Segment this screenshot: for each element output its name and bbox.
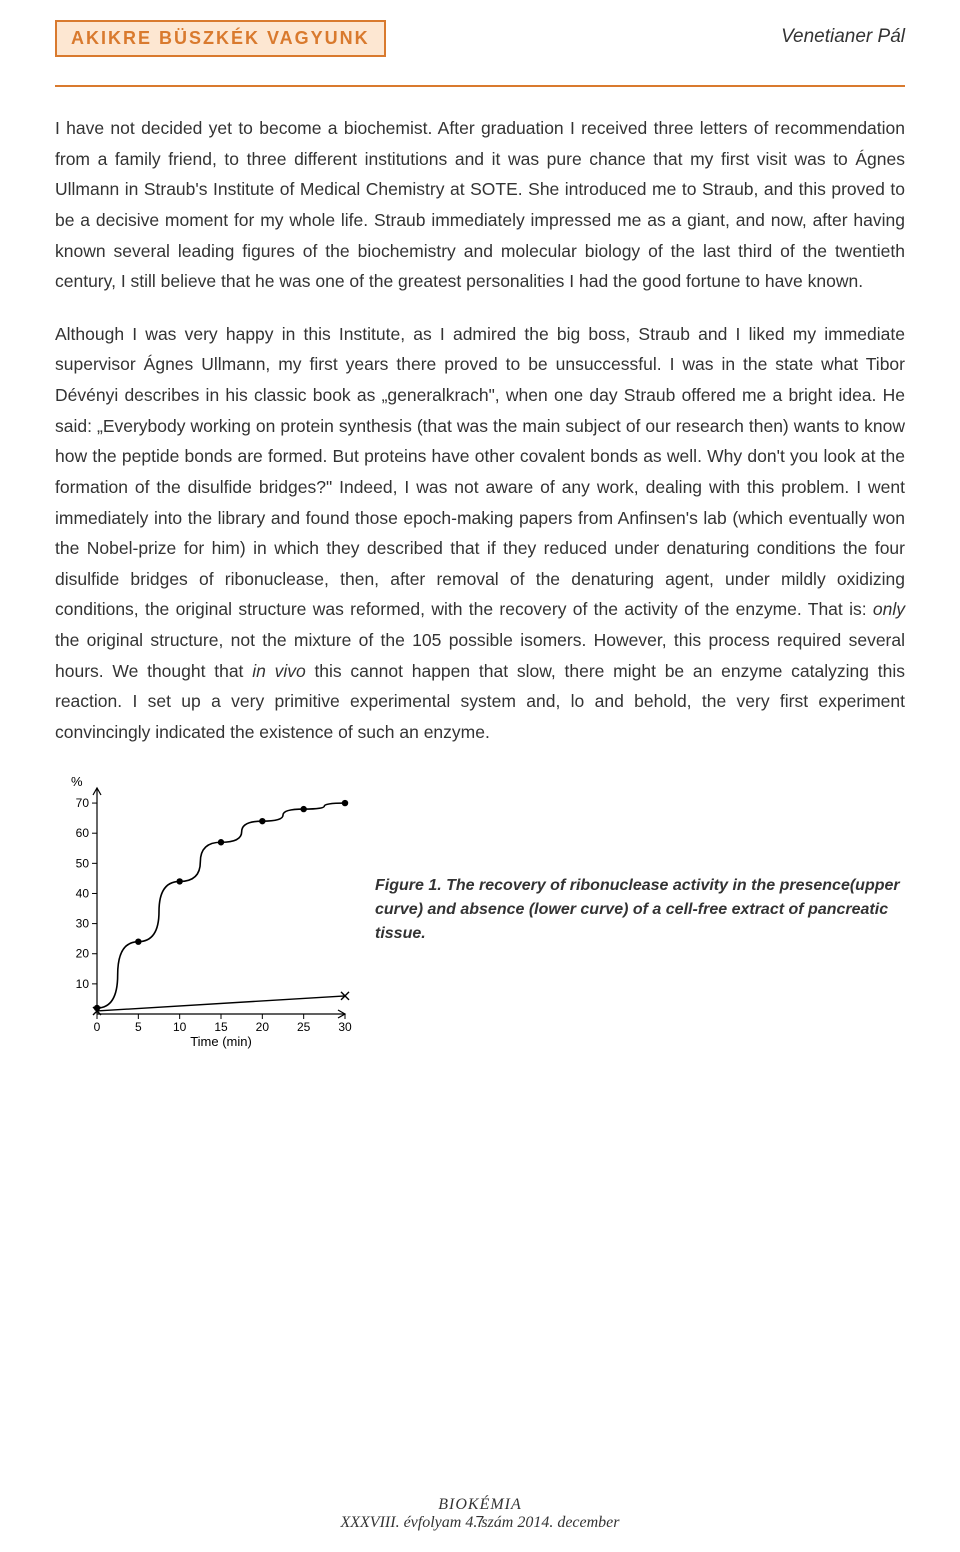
section-badge: AKIKRE BÜSZKÉK VAGYUNK	[55, 20, 386, 57]
svg-text:Time (min): Time (min)	[190, 1034, 252, 1049]
svg-text:20: 20	[256, 1020, 270, 1034]
svg-text:20: 20	[76, 946, 90, 960]
page-number: 7	[0, 1514, 960, 1532]
figure-1-chart: 0 5 10 15 20 25 30 10 20 30 40 50 60 70% Time (min)	[55, 770, 355, 1050]
header-underline	[55, 83, 905, 87]
journal-name: BIOKÉMIA	[0, 1496, 960, 1514]
svg-text:40: 40	[76, 886, 90, 900]
svg-text:0: 0	[94, 1020, 101, 1034]
svg-text:10: 10	[76, 976, 90, 990]
author-name: Venetianer Pál	[781, 20, 905, 48]
svg-text:%: %	[71, 774, 83, 789]
page-footer: BIOKÉMIA XXXVIII. évfolyam 4. szám 2014.…	[0, 1496, 960, 1532]
svg-text:50: 50	[76, 856, 90, 870]
page-header: AKIKRE BÜSZKÉK VAGYUNK Venetianer Pál	[55, 20, 905, 57]
svg-text:5: 5	[135, 1020, 142, 1034]
word-in-vivo: in vivo	[252, 661, 306, 681]
svg-text:30: 30	[76, 916, 90, 930]
figure-1: 0 5 10 15 20 25 30 10 20 30 40 50 60 70% Time (min) Fi…	[55, 770, 905, 1050]
svg-text:15: 15	[214, 1020, 228, 1034]
article-body: I have not decided yet to become a bioch…	[55, 113, 905, 748]
figure-1-caption: Figure 1. The recovery of ribonuclease a…	[375, 874, 905, 946]
paragraph-1: I have not decided yet to become a bioch…	[55, 113, 905, 297]
svg-text:25: 25	[297, 1020, 311, 1034]
word-only: only	[873, 599, 905, 619]
svg-text:70: 70	[76, 796, 90, 810]
section-badge-wrap: AKIKRE BÜSZKÉK VAGYUNK	[55, 20, 386, 57]
svg-text:60: 60	[76, 826, 90, 840]
svg-text:30: 30	[338, 1020, 352, 1034]
page: AKIKRE BÜSZKÉK VAGYUNK Venetianer Pál I …	[0, 0, 960, 1552]
svg-text:10: 10	[173, 1020, 187, 1034]
paragraph-2-a: Although I was very happy in this Instit…	[55, 324, 905, 620]
chart-svg: 0 5 10 15 20 25 30 10 20 30 40 50 60 70% Time (min)	[55, 770, 355, 1050]
paragraph-2: Although I was very happy in this Instit…	[55, 319, 905, 748]
